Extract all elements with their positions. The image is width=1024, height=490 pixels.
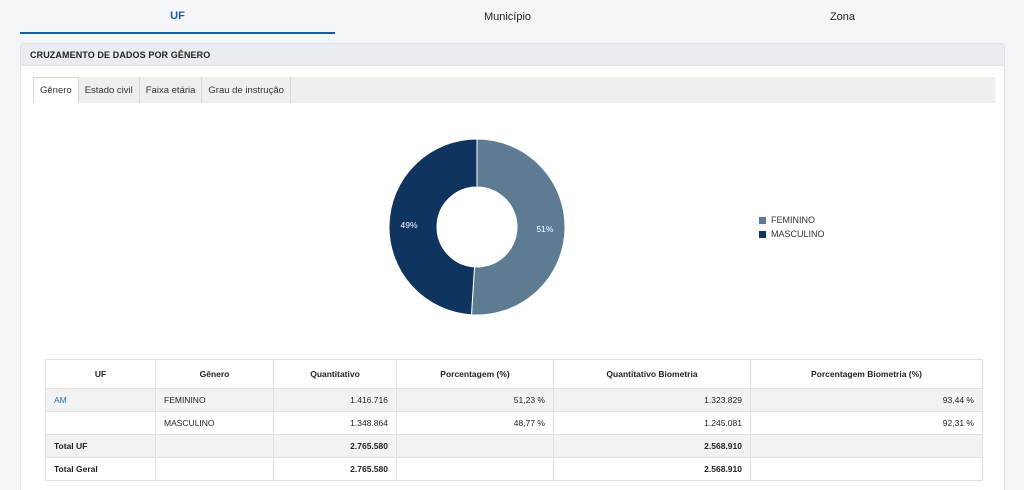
total-label: Total UF	[45, 434, 156, 458]
legend-item-feminino[interactable]: FEMININO	[759, 213, 825, 227]
tab-municipio[interactable]: Município	[483, 11, 532, 23]
donut-chart-svg: 51% 49%	[388, 138, 566, 316]
col-uf: UF	[45, 359, 156, 389]
col-genero: Gênero	[155, 359, 274, 389]
donut-label-masculino: 49%	[401, 220, 418, 230]
cell-empty	[750, 457, 983, 481]
total-quant-biometria: 2.568.910	[553, 434, 751, 458]
subtab-estado-civil[interactable]: Estado civil	[79, 77, 140, 103]
tab-uf[interactable]: UF	[20, 0, 335, 34]
cell-porcentagem: 51,23 %	[396, 388, 554, 412]
donut-label-feminino: 51%	[536, 224, 553, 234]
grand-total-row: Total Geral 2.765.580 2.568.910	[45, 457, 983, 481]
legend-label-masculino: MASCULINO	[771, 229, 825, 239]
col-quant-biometria: Quantitativo Biometria	[553, 359, 751, 389]
col-quantitativo: Quantitativo	[273, 359, 397, 389]
grand-total-label: Total Geral	[45, 457, 156, 481]
cell-empty	[155, 457, 274, 481]
total-quantitativo: 2.765.580	[273, 434, 397, 458]
sub-tabs: Gênero Estado civil Faixa etária Grau de…	[33, 77, 995, 103]
cell-quant-biometria: 1.245.081	[553, 411, 751, 435]
cell-porc-biometria: 92,31 %	[750, 411, 983, 435]
top-tabs: UF Município Zona	[20, 0, 1005, 34]
chart-legend: FEMININO MASCULINO	[759, 213, 825, 241]
cell-empty	[750, 434, 983, 458]
cell-empty	[155, 434, 274, 458]
data-table: UF Gênero Quantitativo Porcentagem (%) Q…	[45, 359, 983, 481]
cell-empty	[396, 457, 554, 481]
gender-data-panel: CRUZAMENTO DE DADOS POR GÊNERO Gênero Es…	[20, 43, 1005, 490]
subtab-grau-instrucao[interactable]: Grau de instrução	[202, 77, 291, 103]
panel-title: CRUZAMENTO DE DADOS POR GÊNERO	[21, 44, 1004, 66]
cell-genero: MASCULINO	[155, 411, 274, 435]
donut-chart: 51% 49%	[387, 137, 567, 317]
col-porcentagem: Porcentagem (%)	[396, 359, 554, 389]
donut-slice-feminino[interactable]	[470, 138, 566, 316]
cell-empty	[396, 434, 554, 458]
legend-swatch-masculino	[759, 230, 766, 238]
cell-quantitativo: 1.348.864	[273, 411, 397, 435]
subtab-faixa-etaria[interactable]: Faixa etária	[140, 77, 203, 103]
legend-swatch-feminino	[759, 216, 766, 224]
total-row: Total UF 2.765.580 2.568.910	[45, 434, 983, 458]
donut-slice-masculino[interactable]	[388, 138, 478, 316]
col-porc-biometria: Porcentagem Biometria (%)	[750, 359, 983, 389]
cell-porc-biometria: 93,44 %	[750, 388, 983, 412]
cell-genero: FEMININO	[155, 388, 274, 412]
table-row: AM FEMININO 1.416.716 51,23 % 1.323.829 …	[45, 388, 983, 412]
cell-uf: AM	[45, 388, 156, 412]
grand-total-quantitativo: 2.765.580	[273, 457, 397, 481]
table-header-row: UF Gênero Quantitativo Porcentagem (%) Q…	[45, 359, 983, 389]
uf-link[interactable]: AM	[54, 395, 67, 405]
legend-item-masculino[interactable]: MASCULINO	[759, 227, 825, 241]
table-row: MASCULINO 1.348.864 48,77 % 1.245.081 92…	[45, 411, 983, 435]
cell-quantitativo: 1.416.716	[273, 388, 397, 412]
tab-zona[interactable]: Zona	[829, 11, 856, 23]
grand-total-quant-biometria: 2.568.910	[553, 457, 751, 481]
cell-quant-biometria: 1.323.829	[553, 388, 751, 412]
cell-uf	[45, 411, 156, 435]
legend-label-feminino: FEMININO	[771, 215, 815, 225]
subtab-genero[interactable]: Gênero	[33, 77, 79, 103]
cell-porcentagem: 48,77 %	[396, 411, 554, 435]
